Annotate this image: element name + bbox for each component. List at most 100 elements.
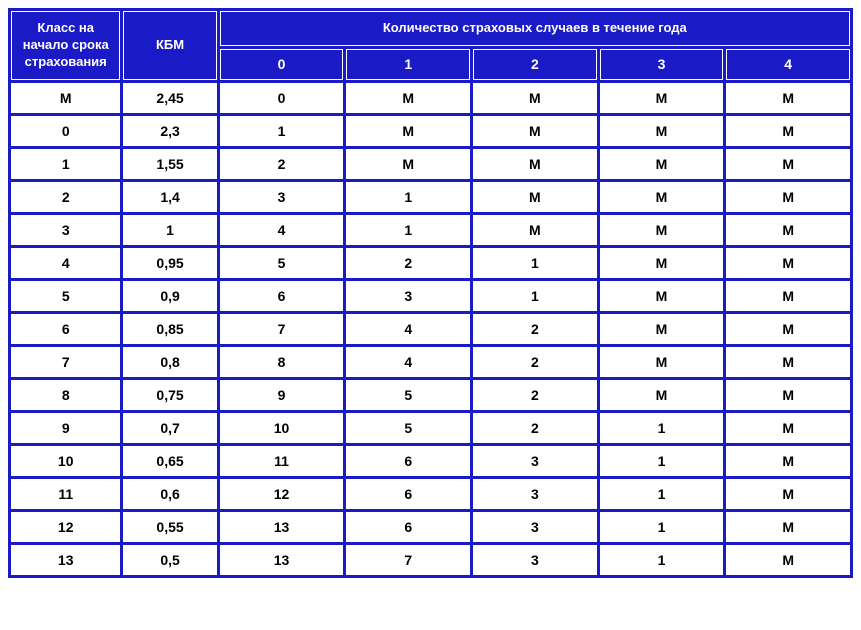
cell-case: 9: [220, 380, 344, 410]
cell-case: 1: [600, 545, 724, 575]
cell-kbm: 0,65: [123, 446, 216, 476]
cell-case: 5: [346, 413, 470, 443]
cell-case: М: [600, 281, 724, 311]
cell-kbm: 0,85: [123, 314, 216, 344]
cell-case: М: [473, 149, 597, 179]
cell-case: М: [346, 149, 470, 179]
cell-case: 3: [473, 512, 597, 542]
cell-case: М: [346, 83, 470, 113]
cell-kbm: 0,95: [123, 248, 216, 278]
cell-case: 4: [220, 215, 344, 245]
cell-case: М: [600, 116, 724, 146]
table-row: М2,450ММММ: [11, 83, 850, 113]
table-row: 120,5513631М: [11, 512, 850, 542]
cell-class: 7: [11, 347, 120, 377]
cell-case: 0: [220, 83, 344, 113]
cell-case: 3: [473, 479, 597, 509]
cell-kbm: 0,6: [123, 479, 216, 509]
table-row: 3141МММ: [11, 215, 850, 245]
cell-case: 6: [346, 479, 470, 509]
cell-class: 4: [11, 248, 120, 278]
cell-case: 2: [346, 248, 470, 278]
cell-case: М: [726, 248, 850, 278]
cell-case: М: [600, 215, 724, 245]
cell-case: М: [600, 380, 724, 410]
cell-case: 2: [220, 149, 344, 179]
cell-case: 2: [473, 347, 597, 377]
cell-case: 6: [220, 281, 344, 311]
cell-case: М: [726, 314, 850, 344]
cell-case: 3: [220, 182, 344, 212]
cell-class: 5: [11, 281, 120, 311]
cell-kbm: 0,8: [123, 347, 216, 377]
table-row: 80,75952ММ: [11, 380, 850, 410]
cell-case: 11: [220, 446, 344, 476]
cell-case: М: [726, 149, 850, 179]
cell-case: М: [473, 215, 597, 245]
cell-case: М: [600, 314, 724, 344]
cell-case: М: [726, 215, 850, 245]
cell-kbm: 0,9: [123, 281, 216, 311]
cell-case: 4: [346, 347, 470, 377]
cell-case: 1: [600, 479, 724, 509]
cell-case: М: [726, 512, 850, 542]
cell-kbm: 0,75: [123, 380, 216, 410]
header-case-2: 2: [473, 49, 597, 79]
cell-case: 1: [346, 215, 470, 245]
table-row: 21,431МММ: [11, 182, 850, 212]
cell-case: М: [726, 83, 850, 113]
table-row: 40,95521ММ: [11, 248, 850, 278]
cell-case: М: [600, 83, 724, 113]
cell-case: 7: [220, 314, 344, 344]
cell-case: 1: [473, 281, 597, 311]
table-row: 02,31ММММ: [11, 116, 850, 146]
cell-case: 13: [220, 545, 344, 575]
header-cases-title: Количество страховых случаев в течение г…: [220, 11, 850, 46]
cell-case: М: [726, 479, 850, 509]
header-class-start: Класс на начало срока страхования: [11, 11, 120, 80]
cell-case: 13: [220, 512, 344, 542]
cell-class: М: [11, 83, 120, 113]
cell-class: 13: [11, 545, 120, 575]
cell-case: 2: [473, 314, 597, 344]
cell-case: М: [726, 545, 850, 575]
header-kbm: КБМ: [123, 11, 216, 80]
cell-case: 1: [600, 512, 724, 542]
table-row: 110,612631М: [11, 479, 850, 509]
table-header: Класс на начало срока страхования КБМ Ко…: [11, 11, 850, 80]
cell-class: 10: [11, 446, 120, 476]
cell-kbm: 0,5: [123, 545, 216, 575]
cell-class: 6: [11, 314, 120, 344]
cell-case: 2: [473, 380, 597, 410]
cell-case: М: [726, 281, 850, 311]
cell-case: 3: [473, 545, 597, 575]
cell-case: М: [726, 446, 850, 476]
cell-class: 12: [11, 512, 120, 542]
cell-case: 5: [346, 380, 470, 410]
cell-kbm: 2,3: [123, 116, 216, 146]
cell-case: М: [726, 413, 850, 443]
cell-case: М: [473, 116, 597, 146]
cell-case: М: [600, 347, 724, 377]
table-row: 100,6511631М: [11, 446, 850, 476]
cell-kbm: 1: [123, 215, 216, 245]
table-row: 130,513731М: [11, 545, 850, 575]
cell-class: 2: [11, 182, 120, 212]
cell-class: 0: [11, 116, 120, 146]
cell-case: 12: [220, 479, 344, 509]
cell-case: 1: [473, 248, 597, 278]
cell-case: М: [473, 182, 597, 212]
cell-class: 8: [11, 380, 120, 410]
cell-kbm: 0,7: [123, 413, 216, 443]
cell-case: М: [346, 116, 470, 146]
header-case-1: 1: [346, 49, 470, 79]
table-row: 70,8842ММ: [11, 347, 850, 377]
cell-class: 9: [11, 413, 120, 443]
table-body: М2,450ММММ02,31ММММ11,552ММММ21,431МММ31…: [11, 83, 850, 575]
table-row: 11,552ММММ: [11, 149, 850, 179]
table-row: 90,710521М: [11, 413, 850, 443]
cell-case: 3: [473, 446, 597, 476]
cell-case: М: [473, 83, 597, 113]
cell-kbm: 0,55: [123, 512, 216, 542]
cell-case: 6: [346, 512, 470, 542]
